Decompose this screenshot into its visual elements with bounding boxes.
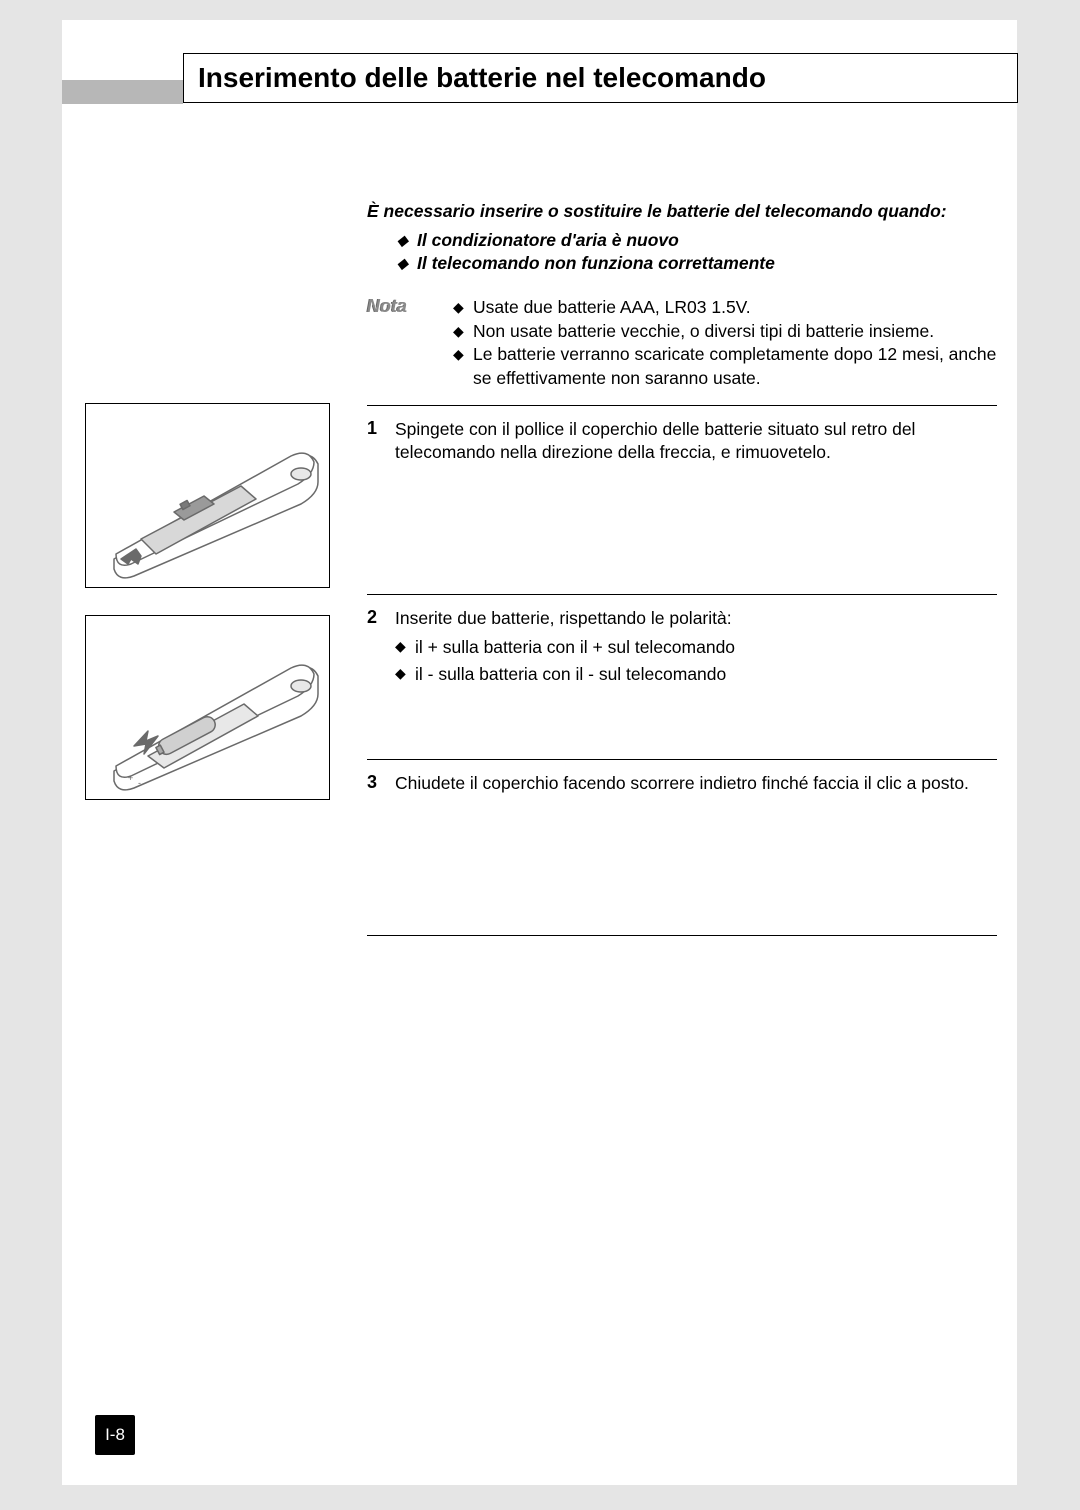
step-text: Spingete con il pollice il coperchio del… xyxy=(395,418,997,465)
spacer xyxy=(367,475,997,580)
step-1: 1 Spingete con il pollice il coperchio d… xyxy=(367,418,997,465)
step-text: Inserite due batterie, rispettando le po… xyxy=(395,608,732,628)
step-3: 3 Chiudete il coperchio facendo scorrere… xyxy=(367,772,997,796)
divider xyxy=(367,759,997,760)
step-number: 1 xyxy=(367,418,395,439)
svg-text:+: + xyxy=(128,773,133,783)
remote-batteries-svg: + - xyxy=(86,616,331,801)
intro-text: È necessario inserire o sostituire le ba… xyxy=(367,200,997,223)
page-number-badge: I-8 xyxy=(95,1415,135,1455)
nota-bullet-list: Usate due batterie AAA, LR03 1.5V. Non u… xyxy=(453,296,997,391)
document-page: Inserimento delle batterie nel telecoman… xyxy=(62,20,1017,1485)
remote-cover-svg xyxy=(86,404,331,589)
divider xyxy=(367,935,997,936)
intro-bullet: Il telecomando non funziona correttament… xyxy=(397,252,997,276)
title-stripe-decoration xyxy=(62,80,183,104)
step-number: 2 xyxy=(367,607,395,628)
intro-bullet: Il condizionatore d'aria è nuovo xyxy=(397,229,997,253)
illustration-insert-batteries: + - xyxy=(85,615,330,800)
title-bar: Inserimento delle batterie nel telecoman… xyxy=(183,53,1018,103)
step-body: Inserite due batterie, rispettando le po… xyxy=(395,607,997,687)
nota-bullet: Le batterie verranno scaricate completam… xyxy=(453,343,997,390)
step-2: 2 Inserite due batterie, rispettando le … xyxy=(367,607,997,687)
step-number: 3 xyxy=(367,772,395,793)
content-column: È necessario inserire o sostituire le ba… xyxy=(367,200,997,948)
step-bullet: il + sulla batteria con il + sul telecom… xyxy=(395,634,997,660)
step-bullet-list: il + sulla batteria con il + sul telecom… xyxy=(395,634,997,687)
spacer xyxy=(367,806,997,921)
nota-label: Nota xyxy=(367,296,453,317)
nota-bullet: Usate due batterie AAA, LR03 1.5V. xyxy=(453,296,997,320)
step-bullet: il - sulla batteria con il - sul telecom… xyxy=(395,661,997,687)
nota-block: Nota Usate due batterie AAA, LR03 1.5V. … xyxy=(367,296,997,391)
nota-bullet: Non usate batterie vecchie, o diversi ti… xyxy=(453,320,997,344)
intro-bullet-list: Il condizionatore d'aria è nuovo Il tele… xyxy=(367,229,997,276)
divider xyxy=(367,594,997,595)
spacer xyxy=(367,697,997,745)
page-number: I-8 xyxy=(105,1425,125,1445)
divider xyxy=(367,405,997,406)
illustration-remove-cover xyxy=(85,403,330,588)
step-text: Chiudete il coperchio facendo scorrere i… xyxy=(395,772,997,796)
page-title: Inserimento delle batterie nel telecoman… xyxy=(198,62,766,94)
svg-text:-: - xyxy=(138,778,141,788)
